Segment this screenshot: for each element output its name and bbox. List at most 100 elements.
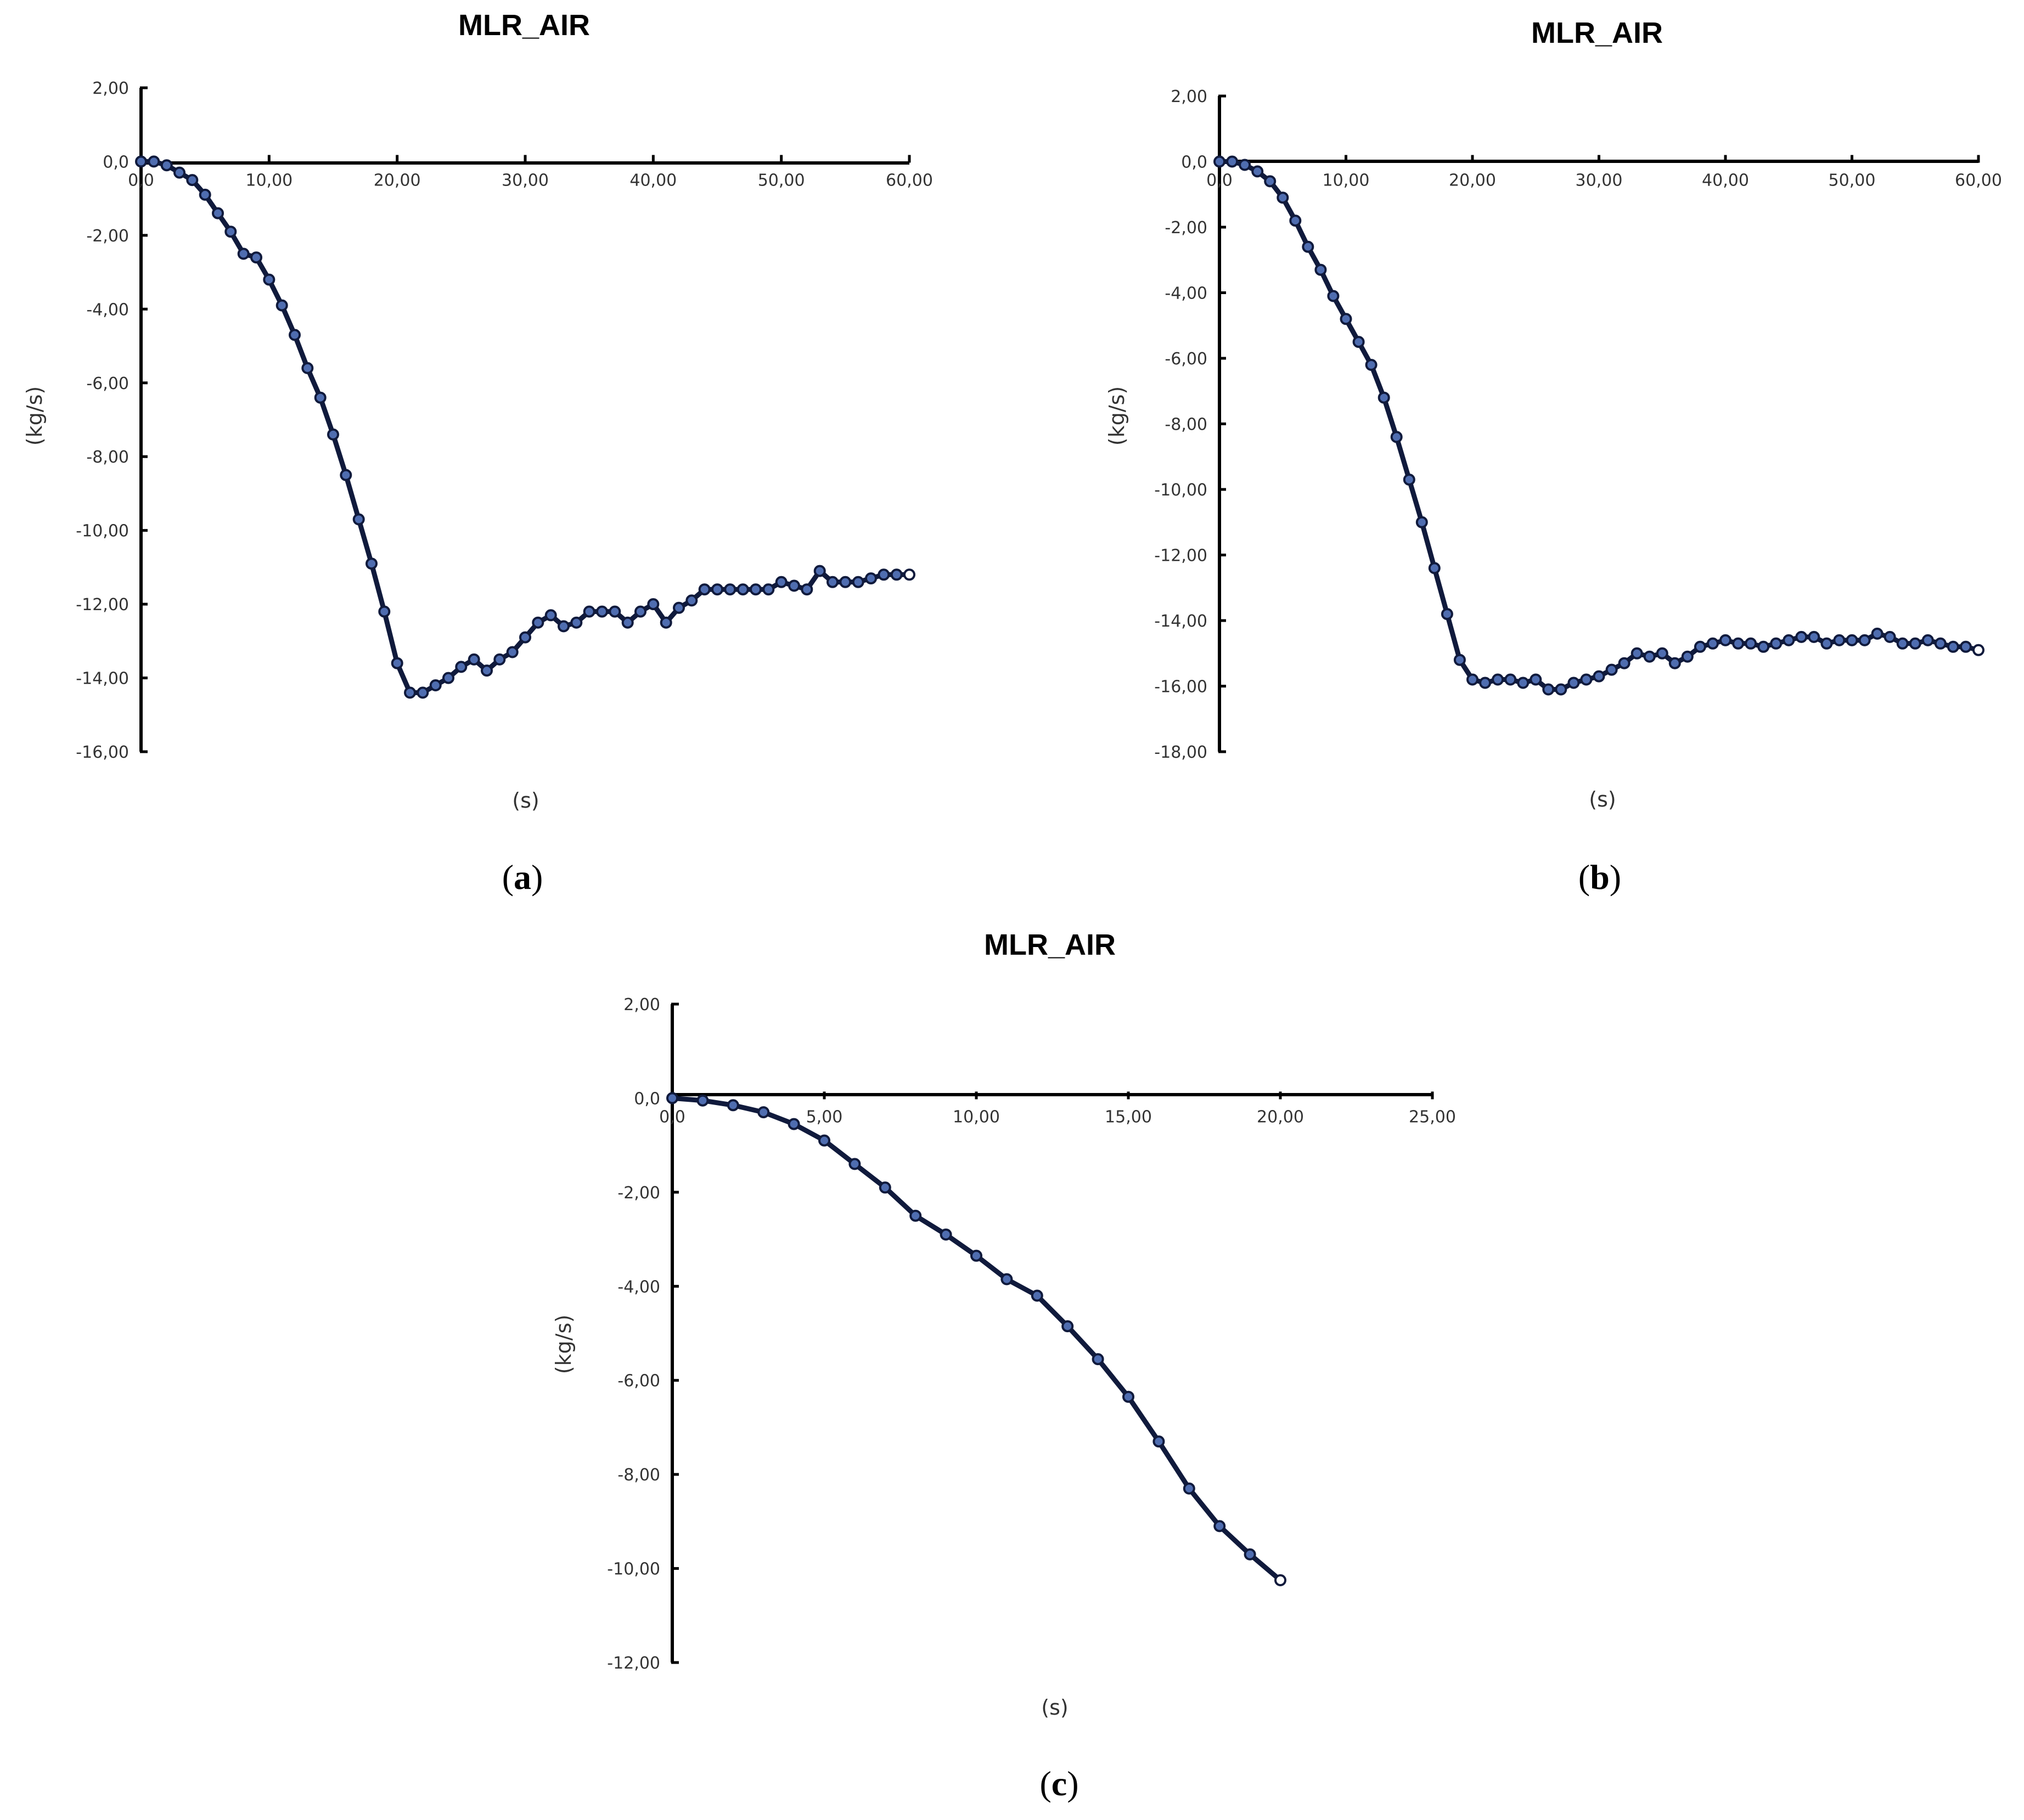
chart-b-data-point: [1517, 677, 1530, 689]
chart-a-y-tick-label: -4,00: [86, 300, 129, 319]
chart-a-data-point: [801, 583, 813, 596]
chart-c-data-point: [1031, 1289, 1043, 1302]
chart-b-data-point: [1921, 634, 1934, 646]
chart-b-data-point: [1504, 673, 1517, 686]
chart-b-data-point: [1403, 474, 1415, 486]
chart-b-data-point: [1896, 637, 1909, 650]
chart-a-data-point: [481, 664, 493, 677]
chart-c-y-tick-label: 2,00: [623, 995, 660, 1015]
chart-a-data-point: [673, 601, 685, 614]
chart-b-data-point: [1492, 673, 1504, 686]
chart-a-data-point: [212, 207, 224, 219]
panel-label-a: (a): [502, 858, 543, 897]
chart-b-x-tick-label: 30,00: [1576, 171, 1623, 190]
chart-b-data-point: [1884, 630, 1896, 643]
chart-b-y-tick-label: -8,00: [1165, 415, 1207, 435]
chart-b-x-tick-label: 20,00: [1449, 171, 1496, 190]
chart-a-data-point: [429, 679, 442, 691]
chart-b-y-axis-label: (kg/s): [1105, 386, 1129, 446]
chart-a-data-point: [621, 616, 634, 629]
chart-b-data-point: [1631, 647, 1643, 660]
chart-a-data-point: [148, 155, 160, 168]
chart-a-data-point: [366, 557, 378, 570]
chart-a-data-point: [135, 155, 147, 168]
chart-c-data-point: [1183, 1482, 1195, 1495]
chart-b-y-tick-label: 2,00: [1171, 87, 1207, 106]
chart-a-data-point: [340, 469, 352, 481]
chart-b-data-point: [1289, 215, 1302, 227]
chart-b-y-tick-label: -14,00: [1154, 612, 1207, 631]
chart-a-data-point: [698, 583, 711, 596]
chart-a-data-point: [391, 657, 403, 669]
chart-c-data-point: [818, 1134, 830, 1147]
chart-c-data-point: [1061, 1320, 1074, 1333]
chart-a-data-point: [724, 583, 736, 596]
chart-c-x-axis-label: (s): [1041, 1695, 1068, 1720]
chart-b-data-point: [1453, 653, 1466, 666]
chart-a-data-point: [327, 428, 339, 441]
chart-b-data-point: [1643, 650, 1656, 663]
chart-b-data-point: [1745, 637, 1757, 650]
chart-b-data-point: [1530, 673, 1542, 686]
chart-a-y-tick-label: 2,00: [92, 79, 129, 98]
chart-c-x-tick-label: 15,00: [1105, 1107, 1152, 1126]
chart-a-data-point: [455, 661, 468, 673]
chart-a-data-point: [813, 565, 826, 577]
chart-a-x-tick-label: 20,00: [374, 171, 421, 190]
chart-c-data-point: [1213, 1520, 1226, 1532]
chart-a-y-tick-label: -16,00: [76, 743, 129, 762]
chart-c-y-tick-label: 0,0: [634, 1089, 660, 1108]
chart-a-data-point: [775, 576, 788, 588]
chart-b-data-point: [1213, 155, 1225, 168]
chart-a-data-point: [827, 576, 839, 588]
chart-a-data-point: [468, 653, 480, 666]
chart-b-data-point: [1415, 516, 1428, 528]
chart-a-data-point: [609, 605, 621, 618]
chart-b-data-point: [1909, 637, 1921, 650]
chart-b-data-point: [1314, 263, 1327, 276]
panel-label-c: (c): [1039, 1764, 1078, 1803]
chart-a-y-tick-label: -14,00: [76, 669, 129, 689]
chart-c: MLR_AIR 0,0 5,00 10,00 15,00 20,00 25,00 2,00…: [552, 928, 1456, 1803]
chart-b-data-point: [1239, 159, 1251, 171]
chart-a-x-tick-label: 0,0: [128, 171, 154, 190]
chart-c-data-point: [696, 1094, 709, 1107]
chart-c-x-tick-label: 20,00: [1257, 1107, 1304, 1126]
chart-a-data-point: [660, 616, 672, 629]
chart-a-y-tick-label: -8,00: [86, 448, 129, 467]
chart-a-data-point: [583, 605, 595, 618]
chart-b-data-point: [1732, 637, 1745, 650]
chart-b-data-point: [1340, 313, 1352, 325]
chart-a-x-tick-label: 50,00: [758, 171, 805, 190]
chart-b-data-point: [1706, 637, 1719, 650]
chart-a-x-axis-label: (s): [512, 788, 539, 813]
chart-b-x-axis-label: (s): [1589, 787, 1616, 812]
chart-b-data-point: [1277, 191, 1289, 204]
chart-a-data-point: [276, 299, 288, 312]
chart-c-y-tick-label: -8,00: [617, 1466, 660, 1485]
chart-c-y-tick-label: -2,00: [617, 1184, 660, 1203]
chart-b-data-point: [1567, 677, 1580, 689]
chart-a-data-point: [314, 391, 327, 404]
chart-c-data-point: [1274, 1574, 1286, 1586]
chart-b-y-tick-label: -16,00: [1154, 678, 1207, 697]
chart-b-data-point: [1441, 608, 1453, 621]
chart-c-data-point: [848, 1158, 861, 1170]
chart-b-data-point: [1555, 683, 1567, 696]
chart-b-data-point: [1959, 640, 1972, 653]
chart-b-series-line: [1217, 159, 1981, 692]
chart-c-x-tick-label: 0,0: [659, 1107, 685, 1126]
chart-c-data-point: [757, 1106, 770, 1119]
chart-c-plot-area: [666, 1092, 1286, 1586]
chart-c-y-tick-label: -4,00: [617, 1277, 660, 1297]
chart-a-data-point: [417, 686, 429, 699]
chart-a-data-point: [839, 576, 852, 588]
chart-b-data-point: [1871, 627, 1884, 640]
chart-a-data-point: [685, 594, 698, 607]
chart-b-x-tick-label: 40,00: [1702, 171, 1749, 190]
chart-a-data-point: [544, 609, 557, 622]
chart-a-data-point: [224, 226, 237, 238]
chart-a-series-line: [138, 159, 912, 695]
chart-a-y-tick-label: 0,0: [103, 153, 129, 172]
chart-b-y-tick-label: -2,00: [1165, 218, 1207, 238]
